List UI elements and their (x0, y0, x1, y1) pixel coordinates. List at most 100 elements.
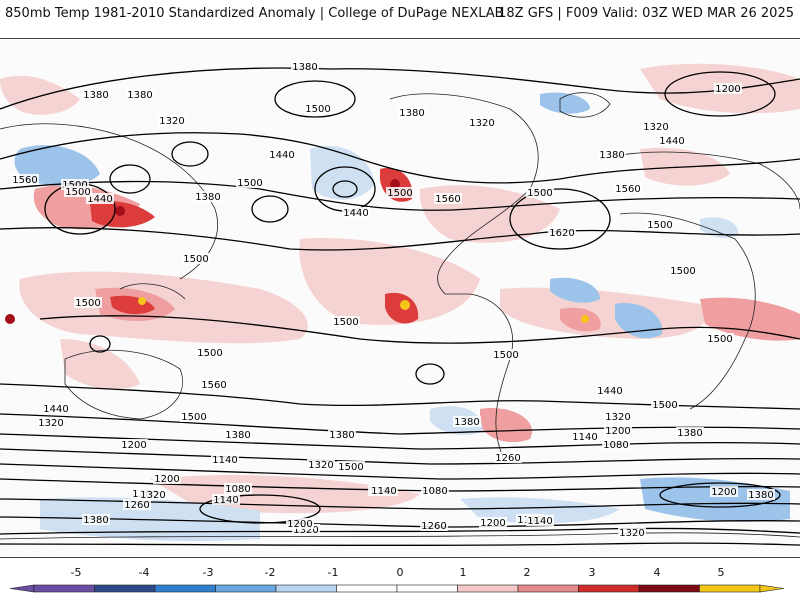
contour-label-bg (337, 461, 365, 472)
contour-label-bg (598, 149, 626, 160)
contour-label: 1500 (670, 266, 695, 277)
height-contour (659, 482, 781, 508)
cold-anomaly-area (460, 497, 620, 524)
contour-label: 1380 (83, 90, 108, 101)
coastline (0, 532, 800, 540)
height-contour (0, 180, 800, 211)
coastline (599, 151, 800, 210)
colorbar-tick-label: -1 (327, 566, 339, 579)
warm-anomaly-area (0, 75, 80, 115)
coastline (389, 93, 539, 295)
colorbar-tick-label: -5 (70, 566, 82, 579)
contour-label: 1500 (652, 400, 677, 411)
contour-label: 1500 (647, 220, 672, 231)
warm-anomaly-area (560, 307, 601, 332)
colorbar-tick-label: 0 (396, 566, 404, 579)
height-contour (664, 71, 776, 117)
contour-label: 1560 (435, 194, 460, 205)
contour-label: 1260 (124, 500, 149, 511)
contour-label-bg (224, 429, 252, 440)
contour-label-bg (82, 514, 110, 525)
contour-label-bg (194, 191, 222, 202)
contour-label: 1500 (237, 178, 262, 189)
contour-label: 1500 (338, 462, 363, 473)
contour-label: 1140 (213, 495, 238, 506)
contour-label: 1560 (201, 380, 226, 391)
contour-label: 1500 (305, 104, 330, 115)
contour-label-bg (224, 483, 252, 494)
contour-label: 1140 (212, 455, 237, 466)
contour-label-bg (212, 494, 240, 505)
colorbar-segment (215, 584, 277, 593)
cold-anomaly-area (700, 217, 739, 238)
contour-label-bg (236, 177, 264, 188)
contour-label: 1380 (399, 108, 424, 119)
contour-label: 1260 (421, 521, 446, 532)
contour-label: 1500 (333, 317, 358, 328)
colorbar-tick-label: -2 (264, 566, 276, 579)
contour-label-bg (669, 265, 697, 276)
colorbar-tick-label: 3 (588, 566, 596, 579)
coastline (119, 283, 186, 300)
contour-label-bg (211, 454, 239, 465)
contour-label-bg (398, 107, 426, 118)
contour-label: 1140 (572, 432, 597, 443)
contour-label: 1380 (127, 90, 152, 101)
hot-spot (400, 300, 410, 310)
contour-label: 1320 (293, 525, 318, 536)
height-contour (0, 227, 800, 251)
height-contour (332, 180, 358, 198)
map-title: 850mb Temp 1981-2010 Standardized Anomal… (5, 6, 504, 21)
contour-label-bg (37, 417, 65, 428)
contour-label: 1500 (493, 350, 518, 361)
contour-label-bg (420, 520, 448, 531)
contour-label: 1320 (605, 412, 630, 423)
contour-label-bg (468, 117, 496, 128)
contour-label-bg (604, 411, 632, 422)
contour-label: 1320 (469, 118, 494, 129)
contour-label-bg (286, 518, 314, 529)
contour-label-bg (658, 135, 686, 146)
map-panel: 1380 1380 1380 1320 1500 1380 1320 1200 1440 1320… (0, 38, 800, 558)
contour-label-bg (291, 61, 319, 72)
hot-spot (581, 315, 589, 323)
cold-anomaly-area (640, 477, 790, 522)
hot-spots (5, 179, 589, 324)
cold-anomaly-area (540, 92, 590, 114)
contour-label-bg (42, 403, 70, 414)
colorbar-segment (517, 584, 579, 593)
hot-spot (138, 297, 146, 305)
contour-label-bg (342, 207, 370, 218)
contour-label-bg (453, 416, 481, 427)
contour-label-bg (126, 89, 154, 100)
cold-anomaly-area (550, 277, 600, 303)
contour-label-bg (492, 349, 520, 360)
contour-label-bg (571, 431, 599, 442)
warm-anomaly-area (700, 297, 800, 341)
contour-label: 1200 (154, 474, 179, 485)
contour-label: 1140 (371, 486, 396, 497)
contour-label: 1320 (159, 116, 184, 127)
contour-label: 1620 (549, 228, 574, 239)
height-contour (171, 141, 209, 167)
contour-label: 1380 (195, 192, 220, 203)
hot-spot (5, 314, 15, 324)
contour-label: 1500 (707, 334, 732, 345)
contour-label-bg (526, 515, 554, 526)
contour-label: 1140 (527, 516, 552, 527)
coastlines (0, 92, 800, 540)
contour-label-bg (646, 219, 674, 230)
header: 850mb Temp 1981-2010 Standardized Anomal… (0, 0, 800, 36)
contour-label-bg (139, 489, 167, 500)
coastline (64, 349, 183, 420)
height-contours (0, 67, 800, 546)
contour-label-bg (434, 193, 462, 204)
warm-anomaly-area (60, 339, 140, 390)
height-contour (0, 542, 800, 546)
contour-label: 1440 (597, 386, 622, 397)
height-contour (0, 448, 800, 465)
contour-label-bg (123, 499, 151, 510)
contour-label: 1440 (343, 208, 368, 219)
contour-label-bg (602, 439, 630, 450)
valid-time: 18Z GFS | F009 Valid: 03Z WED MAR 26 202… (498, 6, 794, 21)
